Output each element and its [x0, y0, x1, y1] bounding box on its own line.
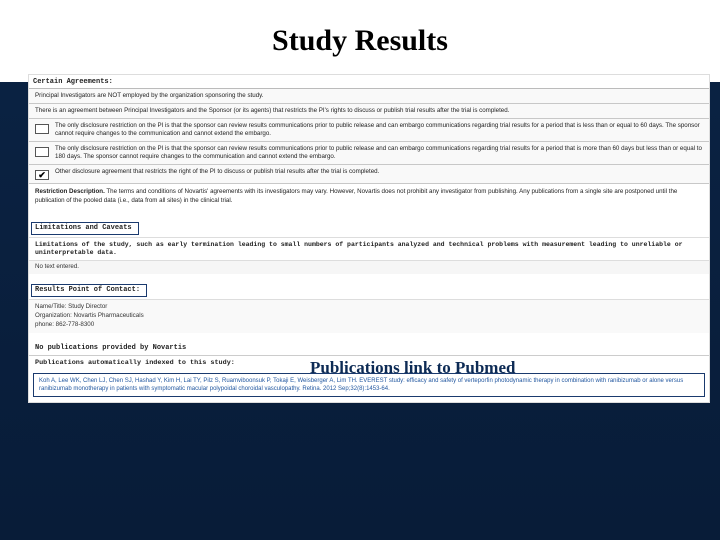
contact-name: Name/Title: Study Director — [35, 302, 703, 311]
checkbox-checked-icon[interactable] — [35, 170, 49, 180]
disclosure-option-2[interactable]: The only disclosure restriction on the P… — [29, 141, 709, 164]
agreement-row: There is an agreement between Principal … — [29, 103, 709, 118]
checkbox-icon[interactable] — [35, 124, 49, 134]
spacer — [29, 333, 709, 341]
disclosure-option-1[interactable]: The only disclosure restriction on the P… — [29, 118, 709, 141]
pubmed-callout: Publications link to Pubmed — [310, 358, 515, 378]
disclosure-option-3[interactable]: Other disclosure agreement that restrict… — [29, 164, 709, 183]
checkbox-icon[interactable] — [35, 147, 49, 157]
option-text: The only disclosure restriction on the P… — [55, 145, 703, 161]
contact-heading: Results Point of Contact: — [31, 284, 147, 297]
contact-section: Results Point of Contact: Name/Title: St… — [29, 282, 709, 333]
contact-details: Name/Title: Study Director Organization:… — [29, 299, 709, 333]
slide: Study Results Publications link to Pubme… — [0, 0, 720, 540]
restriction-label: Restriction Description. — [35, 188, 105, 195]
limitations-section: Limitations and Caveats Limitations of t… — [29, 220, 709, 274]
restriction-text: The terms and conditions of Novartis' ag… — [35, 188, 677, 203]
restriction-description: Restriction Description. The terms and c… — [29, 183, 709, 209]
spacer — [29, 210, 709, 218]
limitations-heading: Limitations and Caveats — [31, 222, 139, 235]
no-publications-note: No publications provided by Novartis — [29, 341, 709, 355]
page-title: Study Results — [0, 14, 720, 82]
limitations-text: Limitations of the study, such as early … — [29, 237, 709, 260]
agreement-row: Principal Investigators are NOT employed… — [29, 88, 709, 103]
option-text: Other disclosure agreement that restrict… — [55, 168, 703, 176]
limitations-nodata: No text entered. — [29, 260, 709, 274]
contact-phone: phone: 862-778-8300 — [35, 320, 703, 329]
option-text: The only disclosure restriction on the P… — [55, 122, 703, 138]
agreements-heading: Certain Agreements: — [29, 75, 709, 88]
spacer — [29, 274, 709, 282]
content-panel: Certain Agreements: Principal Investigat… — [28, 74, 710, 403]
contact-org: Organization: Novartis Pharmaceuticals — [35, 311, 703, 320]
